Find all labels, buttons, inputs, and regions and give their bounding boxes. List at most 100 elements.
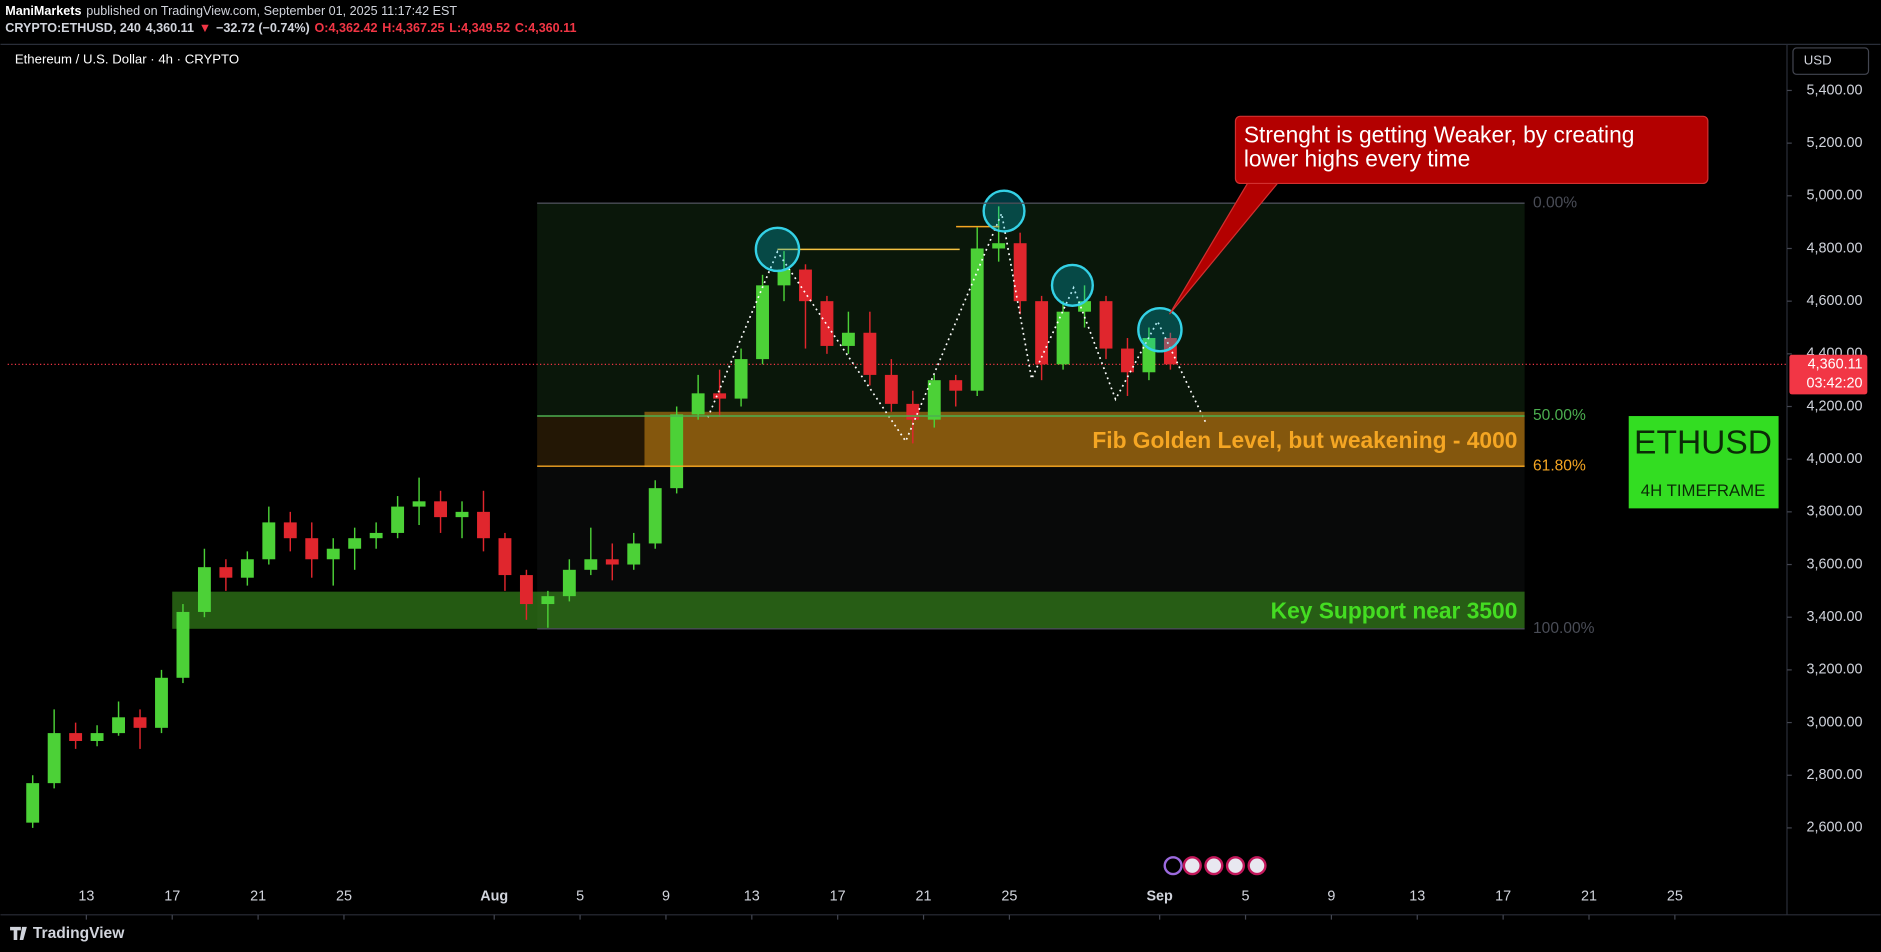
candle-body xyxy=(627,543,641,565)
candle-body xyxy=(884,374,898,404)
x-tick-label: 5 xyxy=(576,889,584,905)
last-price-box xyxy=(1789,354,1868,395)
candle-body xyxy=(670,414,684,489)
drawings-over: Fib Golden Level, but weakening - 4000 Ke… xyxy=(537,202,1525,630)
symbol-part: CRYPTO:ETHUSD, 240 xyxy=(5,21,141,35)
candle-body xyxy=(1099,301,1113,349)
badge-title: ETHUSD xyxy=(1634,425,1772,462)
y-tick-label: 3,200.00 xyxy=(1807,662,1863,678)
author: ManiMarkets xyxy=(5,4,81,18)
fib-zone xyxy=(537,203,1525,416)
callout-text: lower highs every time xyxy=(1244,146,1470,172)
candle-body xyxy=(820,301,834,346)
x-tick-label: 9 xyxy=(662,889,670,905)
y-tick-label: 2,600.00 xyxy=(1807,820,1863,836)
y-tick-label: 2,800.00 xyxy=(1807,767,1863,783)
candle-body xyxy=(906,403,920,420)
symbol-part: −32.72 (−0.74%) xyxy=(216,21,310,35)
fib-label: 50.00% xyxy=(1533,407,1586,424)
x-tick-label: 21 xyxy=(250,889,266,905)
candle-body xyxy=(412,501,426,507)
candle-body xyxy=(434,501,447,518)
countdown-label: 03:42:20 xyxy=(1807,375,1863,391)
peak-circle xyxy=(1137,306,1183,353)
event-icons xyxy=(1163,856,1267,876)
y-tick-label: 4,600.00 xyxy=(1807,293,1863,309)
x-tick-label: 5 xyxy=(1242,889,1250,905)
callout-text: Strenght is getting Weaker, by creating xyxy=(1244,122,1635,148)
candle-body xyxy=(841,332,855,346)
candle-body xyxy=(391,506,405,533)
symbol-part: H:4,367.25 xyxy=(382,21,444,35)
badge xyxy=(1628,416,1779,509)
event-icon xyxy=(1163,856,1183,876)
candle-body xyxy=(562,569,576,597)
x-tick-label: 9 xyxy=(1327,889,1335,905)
fib-label: 100.00% xyxy=(1533,620,1595,637)
candle-body xyxy=(863,332,877,375)
y-tick-label: 4,800.00 xyxy=(1807,240,1863,256)
candle-body xyxy=(112,717,125,734)
candle-body xyxy=(949,380,963,391)
x-tick-label: 25 xyxy=(336,889,352,905)
candle-body xyxy=(734,359,748,399)
published: published on TradingView.com, September … xyxy=(86,4,457,18)
last-price-label: 4,360.11 xyxy=(1808,357,1863,373)
y-tick-label: 4,000.00 xyxy=(1807,451,1863,467)
candle-body xyxy=(455,511,469,518)
x-tick-label: 21 xyxy=(1581,889,1597,905)
event-icon xyxy=(1225,856,1246,876)
event-icon xyxy=(1182,856,1202,876)
fib-label: 0.00% xyxy=(1533,194,1577,211)
candle-body xyxy=(26,783,40,823)
x-tick-label: 17 xyxy=(830,889,846,905)
currency-button[interactable] xyxy=(1792,47,1870,75)
candle-body xyxy=(713,393,727,399)
candle-body xyxy=(970,248,984,391)
candle-body xyxy=(605,559,619,565)
candle-body xyxy=(176,611,190,678)
peak-circle xyxy=(982,189,1026,233)
event-icon xyxy=(1247,856,1267,876)
zone-label: Fib Golden Level, but weakening - 4000 xyxy=(1092,427,1517,453)
candle-body xyxy=(992,243,1006,249)
symbol-line: CRYPTO:ETHUSD, 240 4,360.11 ▼ −32.72 (−0.74… xyxy=(5,21,576,35)
event-icon xyxy=(1204,856,1224,876)
candle-body xyxy=(326,548,340,560)
zone xyxy=(172,591,1525,629)
candle-body xyxy=(283,522,297,539)
y-tick-label: 3,600.00 xyxy=(1807,556,1863,572)
logo-mark xyxy=(10,926,27,941)
candle-body xyxy=(691,393,705,415)
candle-body xyxy=(648,488,662,544)
candle-body xyxy=(90,733,104,742)
y-tick-label: 3,800.00 xyxy=(1807,504,1863,520)
candle-body xyxy=(219,567,233,578)
candle-body xyxy=(240,559,254,578)
candle-body xyxy=(369,532,383,539)
candle-body xyxy=(1121,348,1134,373)
candle-body xyxy=(927,380,941,420)
y-tick-label: 5,400.00 xyxy=(1807,82,1863,98)
candle-body xyxy=(498,538,512,576)
x-tick-label: 25 xyxy=(1001,889,1017,905)
chart-legend: Ethereum / U.S. Dollar · 4h · CRYPTO xyxy=(15,51,239,66)
badge-subtitle: 4H TIMEFRAME xyxy=(1641,481,1766,500)
candle-body xyxy=(1035,301,1049,365)
x-tick-label: Aug xyxy=(480,889,508,905)
candle-body xyxy=(477,511,490,539)
candle-body xyxy=(756,285,769,360)
zone-label: Key Support near 3500 xyxy=(1271,598,1518,624)
candle-body xyxy=(47,733,61,784)
candle-body xyxy=(155,677,168,728)
fib-label: 61.80% xyxy=(1533,457,1586,474)
currency-label[interactable]: USD xyxy=(1804,53,1832,68)
candle-body xyxy=(541,596,555,605)
candle-body xyxy=(1056,311,1070,365)
candle-body xyxy=(584,559,598,570)
symbol-part: ▼ xyxy=(199,21,211,35)
candles xyxy=(26,206,1177,828)
zone xyxy=(644,411,1525,468)
